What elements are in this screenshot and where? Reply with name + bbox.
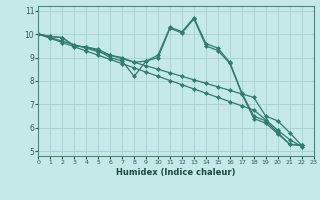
X-axis label: Humidex (Indice chaleur): Humidex (Indice chaleur) [116,168,236,177]
